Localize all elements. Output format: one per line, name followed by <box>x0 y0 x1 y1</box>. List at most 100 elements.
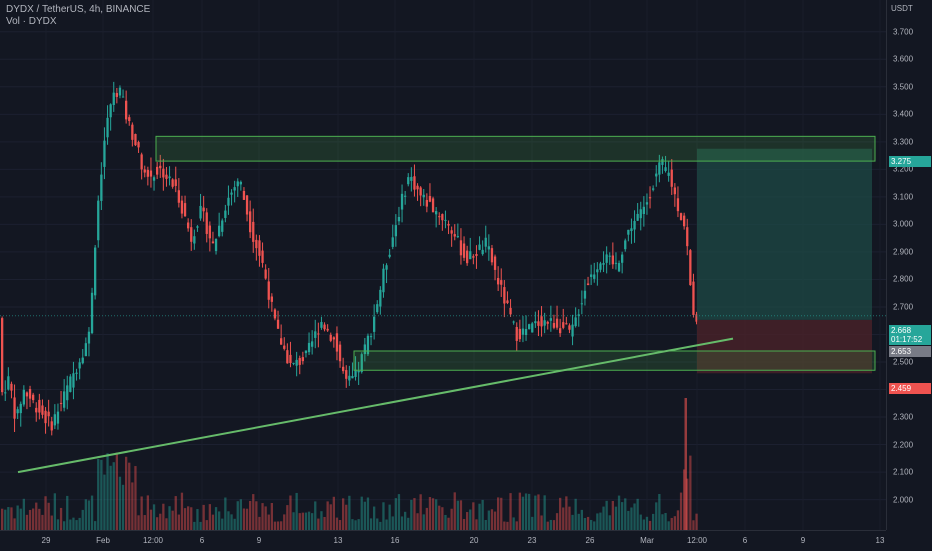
candle-body <box>314 331 317 338</box>
volume-bar <box>648 520 652 530</box>
candle-body <box>19 403 22 414</box>
candle-body <box>400 193 404 210</box>
volume-bar <box>543 495 546 530</box>
time-tick: 6 <box>742 536 748 545</box>
candle-body <box>103 140 106 167</box>
candle-body <box>230 192 233 195</box>
candle-body <box>524 329 528 336</box>
candle-body <box>599 263 602 270</box>
candle-body <box>137 142 140 148</box>
volume-bar <box>438 505 441 530</box>
volume-bar <box>87 500 91 530</box>
candle-body <box>645 202 649 205</box>
price-tick: 2.100 <box>893 467 914 477</box>
candle-body <box>639 209 642 219</box>
volume-bar <box>286 505 289 530</box>
time-axis[interactable]: 29 Feb 12:00 6 9 13 16 20 23 26 Mar 12:00 6 9 13 <box>0 530 886 551</box>
volume-indicator-label[interactable]: Vol · DYDX <box>6 16 57 27</box>
candle-body <box>152 177 156 181</box>
candle-body <box>391 237 394 247</box>
volume-bar <box>645 516 649 530</box>
symbol-title[interactable]: DYDX / TetherUS, 4h, BINANCE <box>6 4 151 15</box>
volume-bar <box>134 466 137 530</box>
candle-body <box>624 240 627 250</box>
price-tick: 2.200 <box>893 440 914 450</box>
candle-body <box>683 215 686 227</box>
candle-body <box>81 357 84 364</box>
volume-bar <box>78 517 81 530</box>
volume-bar <box>16 505 19 530</box>
volume-bar <box>555 513 559 530</box>
volume-bar <box>425 507 428 530</box>
candle-body <box>326 328 329 331</box>
volume-bar <box>25 514 29 530</box>
volume-bar <box>66 495 69 530</box>
volume-bar <box>627 510 630 530</box>
candle-body <box>25 392 29 397</box>
candle-body <box>540 316 543 327</box>
candle-body <box>633 220 636 230</box>
candle-body <box>695 314 698 322</box>
volume-bar <box>332 496 335 530</box>
resistance-zone <box>155 135 876 162</box>
volume-bar <box>658 493 661 530</box>
candle-body <box>425 200 428 207</box>
candle-body <box>32 394 35 401</box>
candle-body <box>109 104 112 118</box>
candle-body <box>444 219 447 221</box>
volume-bar <box>292 512 295 530</box>
chart-pane[interactable]: DYDX / TetherUS, 4h, BINANCE Vol · DYDX <box>0 0 886 530</box>
volume-bar <box>379 521 382 530</box>
candle-body <box>4 392 7 394</box>
volume-bar <box>1 508 4 530</box>
candle-body <box>537 321 540 326</box>
candle-body <box>366 335 370 355</box>
candle-body <box>44 410 47 424</box>
candle-body <box>497 278 500 285</box>
volume-bar <box>301 512 304 530</box>
candle-body <box>258 240 261 256</box>
volume-bar <box>521 496 525 530</box>
volume-bar <box>125 456 128 530</box>
candle-body <box>658 162 661 175</box>
volume-bar <box>329 504 332 530</box>
volume-bar <box>32 508 35 530</box>
volume-bar <box>466 512 469 530</box>
volume-bar <box>295 492 298 530</box>
time-tick: 12:00 <box>142 536 164 545</box>
time-tick: Mar <box>640 536 654 545</box>
candle-body <box>404 195 407 197</box>
candle-body <box>602 263 605 265</box>
candle-body <box>307 342 311 353</box>
candle-body <box>478 244 481 250</box>
candle-body <box>416 185 419 190</box>
volume-bar <box>270 502 273 530</box>
volume-bar <box>583 517 587 530</box>
volume-bar <box>208 504 211 530</box>
candlestick-chart[interactable] <box>0 0 886 530</box>
volume-bar <box>317 518 320 530</box>
candle-body <box>221 220 224 232</box>
candle-body <box>245 195 249 215</box>
volume-bar <box>686 478 689 530</box>
volume-bar <box>38 508 41 530</box>
candle-body <box>7 376 10 390</box>
volume-bar <box>264 506 267 530</box>
candle-body <box>518 328 521 340</box>
volume-bar <box>673 516 676 530</box>
candle-body <box>673 187 676 195</box>
volume-bar <box>149 509 153 530</box>
candle-body <box>636 213 639 221</box>
candle-body <box>438 216 441 218</box>
candle-body <box>261 250 264 263</box>
candle-body <box>283 345 286 349</box>
volume-bar <box>484 519 487 530</box>
candle-body <box>205 212 208 234</box>
volume-bar <box>168 506 171 530</box>
volume-bar <box>140 496 143 530</box>
candle-body <box>156 166 159 175</box>
volume-bar <box>590 519 593 530</box>
price-axis[interactable]: USDT 3.700 3.600 3.500 3.400 3.300 3.200 3.100… <box>886 0 932 530</box>
volume-bar <box>59 507 63 530</box>
volume-bar <box>369 518 373 530</box>
